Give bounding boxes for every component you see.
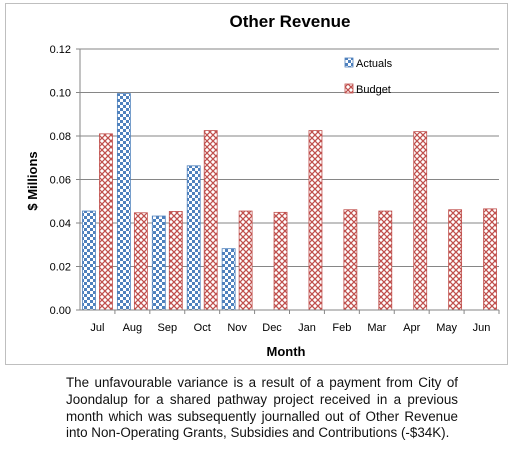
y-tick-label: 0.08 (50, 131, 71, 143)
bar-budget-feb (343, 209, 358, 311)
bar-budget-apr (413, 131, 428, 311)
chart-caption: The unfavourable variance is a result of… (66, 375, 458, 441)
x-tick-label: Jun (473, 322, 491, 334)
x-tick-label: Oct (194, 322, 211, 334)
bar-actuals-nov (221, 248, 236, 311)
bar-budget-jul (99, 133, 113, 311)
legend-label-actuals: Actuals (356, 58, 393, 70)
bar-budget-jan (308, 130, 323, 311)
x-tick-label: Sep (158, 322, 178, 334)
bar-budget-oct (203, 130, 218, 311)
x-tick-label: Dec (262, 322, 282, 334)
bar-budget-sep (168, 211, 183, 311)
x-axis-label: Month (267, 344, 306, 359)
y-tick-label: 0.04 (50, 218, 71, 230)
x-tick-label: Apr (403, 322, 420, 334)
legend-label-budget: Budget (356, 84, 391, 96)
y-tick-label: 0.10 (50, 88, 71, 100)
legend-swatch-actuals (344, 57, 354, 68)
x-tick-label: Jan (298, 322, 316, 334)
x-tick-label: Aug (123, 322, 143, 334)
x-tick-label: Mar (367, 322, 386, 334)
bar-actuals-jul (82, 210, 96, 311)
y-axis-label: $ Millions (25, 151, 40, 210)
x-tick-label: Feb (332, 322, 351, 334)
bar-budget-may (448, 209, 463, 311)
bar-budget-dec (273, 211, 288, 311)
x-tick-label: Jul (90, 322, 104, 334)
bar-actuals-sep (151, 215, 166, 311)
x-tick-label: May (436, 322, 457, 334)
y-tick-label: 0.06 (50, 175, 71, 187)
legend-swatch-budget (344, 83, 354, 94)
x-tick-label: Nov (227, 322, 247, 334)
y-tick-label: 0.00 (50, 305, 71, 317)
y-tick-label: 0.12 (50, 44, 71, 56)
bar-actuals-oct (186, 165, 201, 311)
y-tick-label: 0.02 (50, 262, 71, 274)
bar-budget-mar (378, 210, 393, 311)
bar-budget-jun (483, 208, 497, 311)
chart: Other Revenue 0.00 0.02 0.04 0.06 0.08 0.10 0.… (25, 12, 500, 359)
chart-title: Other Revenue (230, 12, 351, 31)
bar-budget-aug (133, 212, 148, 311)
legend: Actuals Budget (344, 57, 393, 96)
bar-actuals-aug (116, 93, 131, 311)
bar-budget-nov (238, 210, 253, 311)
